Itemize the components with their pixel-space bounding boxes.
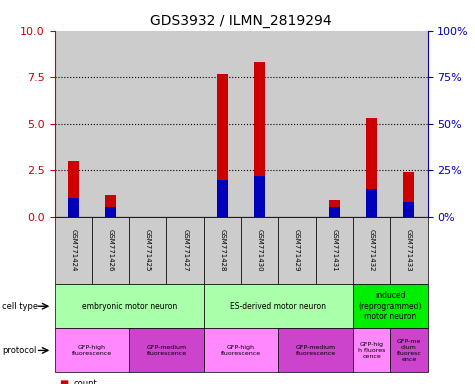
Text: GSM771430: GSM771430 (256, 229, 263, 272)
Text: GSM771425: GSM771425 (145, 229, 151, 272)
Text: GFP-medium
fluorescence: GFP-medium fluorescence (295, 345, 336, 356)
Text: GSM771424: GSM771424 (70, 229, 76, 272)
Bar (254, 62, 266, 217)
Text: GSM771426: GSM771426 (107, 229, 114, 272)
Bar (92, 31, 129, 217)
Bar (353, 31, 390, 217)
Text: GFP-high
fluorescence: GFP-high fluorescence (72, 345, 112, 356)
Text: embryonic motor neuron: embryonic motor neuron (82, 302, 177, 311)
Bar (241, 31, 278, 217)
Bar (129, 31, 166, 217)
Bar (329, 207, 340, 217)
Text: count: count (74, 379, 97, 384)
Text: GSM771428: GSM771428 (219, 229, 226, 272)
Bar (315, 31, 353, 217)
Text: GSM771431: GSM771431 (331, 229, 337, 272)
Bar (67, 161, 79, 217)
Bar (105, 207, 116, 217)
Bar (254, 176, 266, 217)
Text: GFP-high
fluorescence: GFP-high fluorescence (221, 345, 261, 356)
Text: GSM771433: GSM771433 (406, 229, 412, 272)
Bar (366, 118, 377, 217)
Bar (366, 189, 377, 217)
Text: ■: ■ (59, 379, 68, 384)
Text: GSM771432: GSM771432 (369, 229, 375, 272)
Bar (278, 31, 316, 217)
Bar (217, 74, 228, 217)
Text: cell type: cell type (2, 302, 38, 311)
Text: GFP-hig
h fluores
cence: GFP-hig h fluores cence (358, 342, 385, 359)
Bar (403, 202, 415, 217)
Bar (55, 31, 92, 217)
Bar (67, 199, 79, 217)
Text: GSM771427: GSM771427 (182, 229, 188, 272)
Text: ES-derived motor neuron: ES-derived motor neuron (230, 302, 326, 311)
Bar (105, 195, 116, 217)
Bar (390, 31, 428, 217)
Bar (403, 172, 415, 217)
Bar (204, 31, 241, 217)
Text: protocol: protocol (2, 346, 37, 355)
Bar (329, 200, 340, 217)
Title: GDS3932 / ILMN_2819294: GDS3932 / ILMN_2819294 (150, 14, 332, 28)
Text: GFP-me
dium
fluoresc
ence: GFP-me dium fluoresc ence (397, 339, 421, 362)
Text: GFP-medium
fluorescence: GFP-medium fluorescence (146, 345, 187, 356)
Bar (217, 180, 228, 217)
Text: induced
(reprogrammed)
motor neuron: induced (reprogrammed) motor neuron (359, 291, 422, 321)
Bar (167, 31, 204, 217)
Text: GSM771429: GSM771429 (294, 229, 300, 272)
